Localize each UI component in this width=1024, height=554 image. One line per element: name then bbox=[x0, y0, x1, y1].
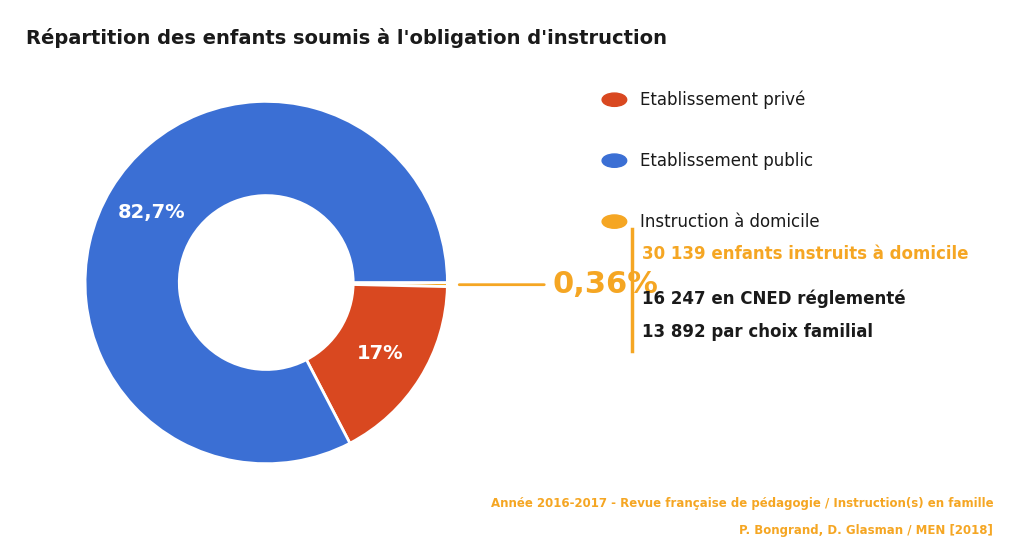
Text: 13 892 par choix familial: 13 892 par choix familial bbox=[642, 323, 873, 341]
Wedge shape bbox=[353, 283, 447, 286]
Text: 30 139 enfants instruits à domicile: 30 139 enfants instruits à domicile bbox=[642, 245, 969, 263]
Text: Année 2016-2017 - Revue française de pédagogie / Instruction(s) en famille: Année 2016-2017 - Revue française de péd… bbox=[490, 497, 993, 510]
Text: Etablissement privé: Etablissement privé bbox=[640, 90, 805, 109]
Text: Répartition des enfants soumis à l'obligation d'instruction: Répartition des enfants soumis à l'oblig… bbox=[26, 28, 667, 48]
Text: Etablissement public: Etablissement public bbox=[640, 152, 813, 170]
Text: 0,36%: 0,36% bbox=[552, 270, 658, 299]
Text: 82,7%: 82,7% bbox=[118, 203, 185, 223]
Text: P. Bongrand, D. Glasman / MEN [2018]: P. Bongrand, D. Glasman / MEN [2018] bbox=[739, 525, 993, 537]
Text: 17%: 17% bbox=[356, 344, 403, 363]
Wedge shape bbox=[85, 101, 447, 464]
Wedge shape bbox=[306, 285, 447, 443]
Text: 16 247 en CNED réglementé: 16 247 en CNED réglementé bbox=[642, 289, 906, 308]
Text: Instruction à domicile: Instruction à domicile bbox=[640, 213, 819, 230]
